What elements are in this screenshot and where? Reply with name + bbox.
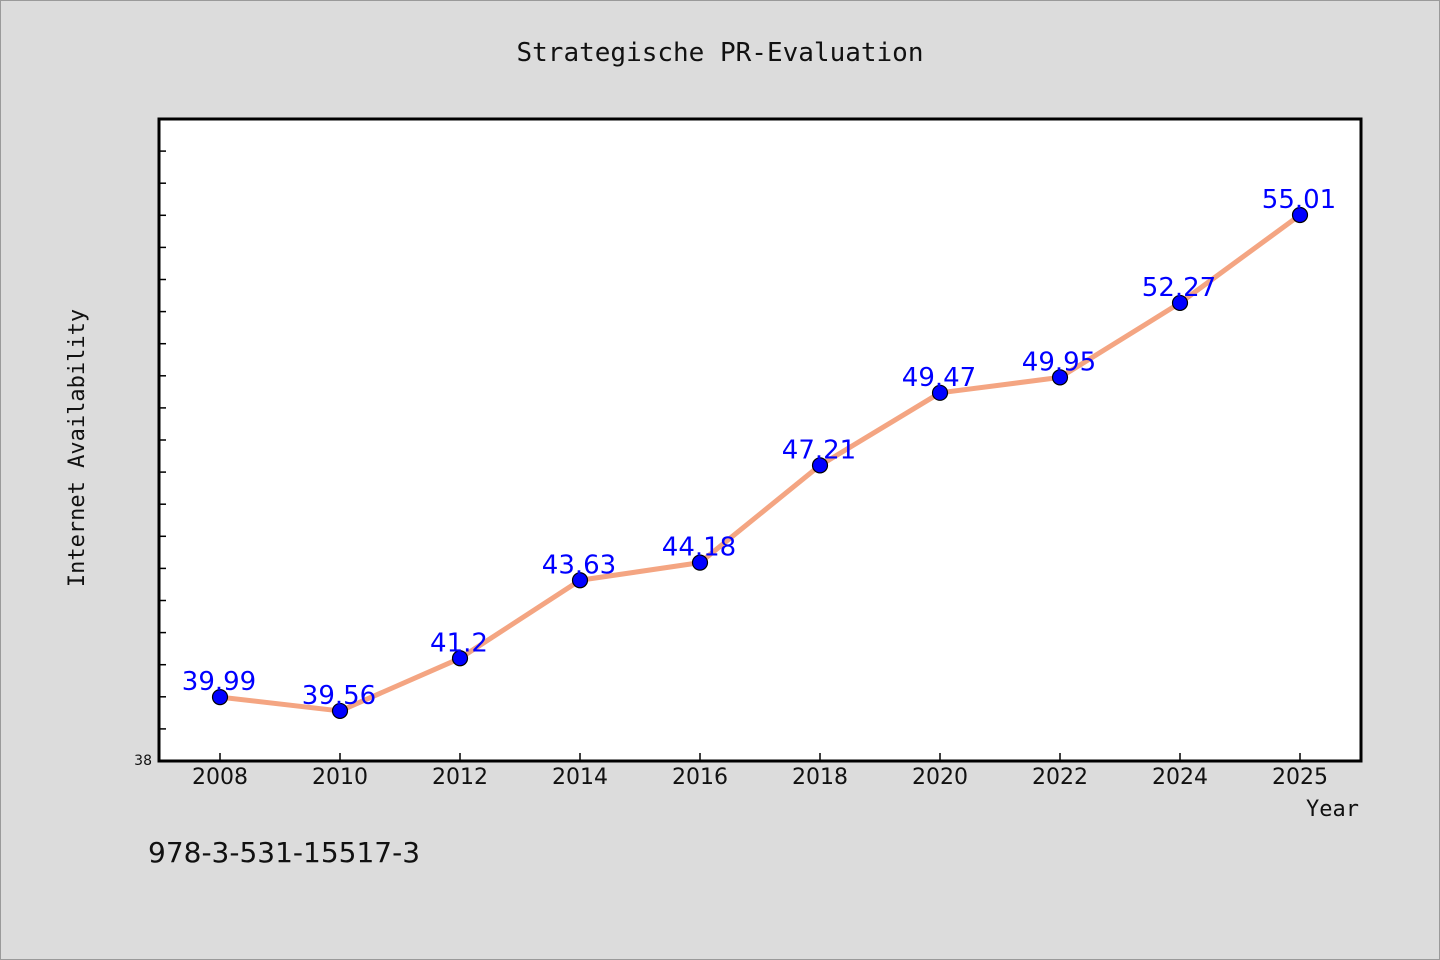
data-label: 52.27 — [1142, 273, 1216, 303]
data-point — [1291, 206, 1309, 224]
y-tick-label-min: 38 — [134, 753, 152, 769]
plot-area — [157, 117, 1363, 763]
data-point — [451, 650, 469, 667]
data-point — [691, 554, 709, 571]
x-tick-label: 2022 — [1032, 765, 1088, 790]
data-label: 44.18 — [662, 533, 736, 563]
x-axis-ticks: 2008 2010 2012 2014 2016 2018 2020 2022 2024 2025 — [192, 753, 1328, 790]
y-axis-label: Internet Availability — [65, 309, 90, 587]
data-label: 55.01 — [1262, 185, 1336, 215]
data-point — [1051, 369, 1069, 386]
data-point — [571, 572, 589, 589]
data-label: 39.56 — [302, 681, 376, 711]
data-point — [931, 384, 949, 401]
x-tick-label: 2008 — [192, 765, 248, 790]
data-label: 47.21 — [782, 435, 856, 465]
data-point — [211, 689, 229, 706]
y-axis-ticks — [159, 150, 166, 730]
data-label: 41.2 — [430, 628, 488, 658]
x-tick-label: 2016 — [672, 765, 728, 790]
data-labels: 39.99 39.56 41.2 43.63 44.18 47.21 49.47 49.95 5… — [182, 185, 1336, 711]
isbn-text: 978-3-531-15517-3 — [148, 836, 420, 869]
data-point — [1171, 294, 1189, 312]
series-markers — [211, 206, 1309, 720]
chart-title: Strategische PR-Evaluation — [517, 38, 924, 68]
data-label: 43.63 — [542, 550, 616, 580]
x-tick-label: 2012 — [432, 765, 488, 790]
data-point — [811, 457, 829, 474]
x-tick-label: 2014 — [552, 765, 608, 790]
x-tick-label: 2024 — [1152, 765, 1208, 790]
series-line — [217, 212, 1303, 714]
data-label: 39.99 — [182, 667, 256, 697]
data-point — [331, 702, 349, 720]
data-label: 49.95 — [1022, 347, 1096, 377]
data-label: 49.47 — [902, 363, 976, 393]
x-tick-label: 2010 — [312, 765, 368, 790]
x-tick-label: 2025 — [1272, 765, 1328, 790]
x-axis-label: Year — [1306, 797, 1359, 822]
x-tick-label: 2018 — [792, 765, 848, 790]
x-tick-label: 2020 — [912, 765, 968, 790]
